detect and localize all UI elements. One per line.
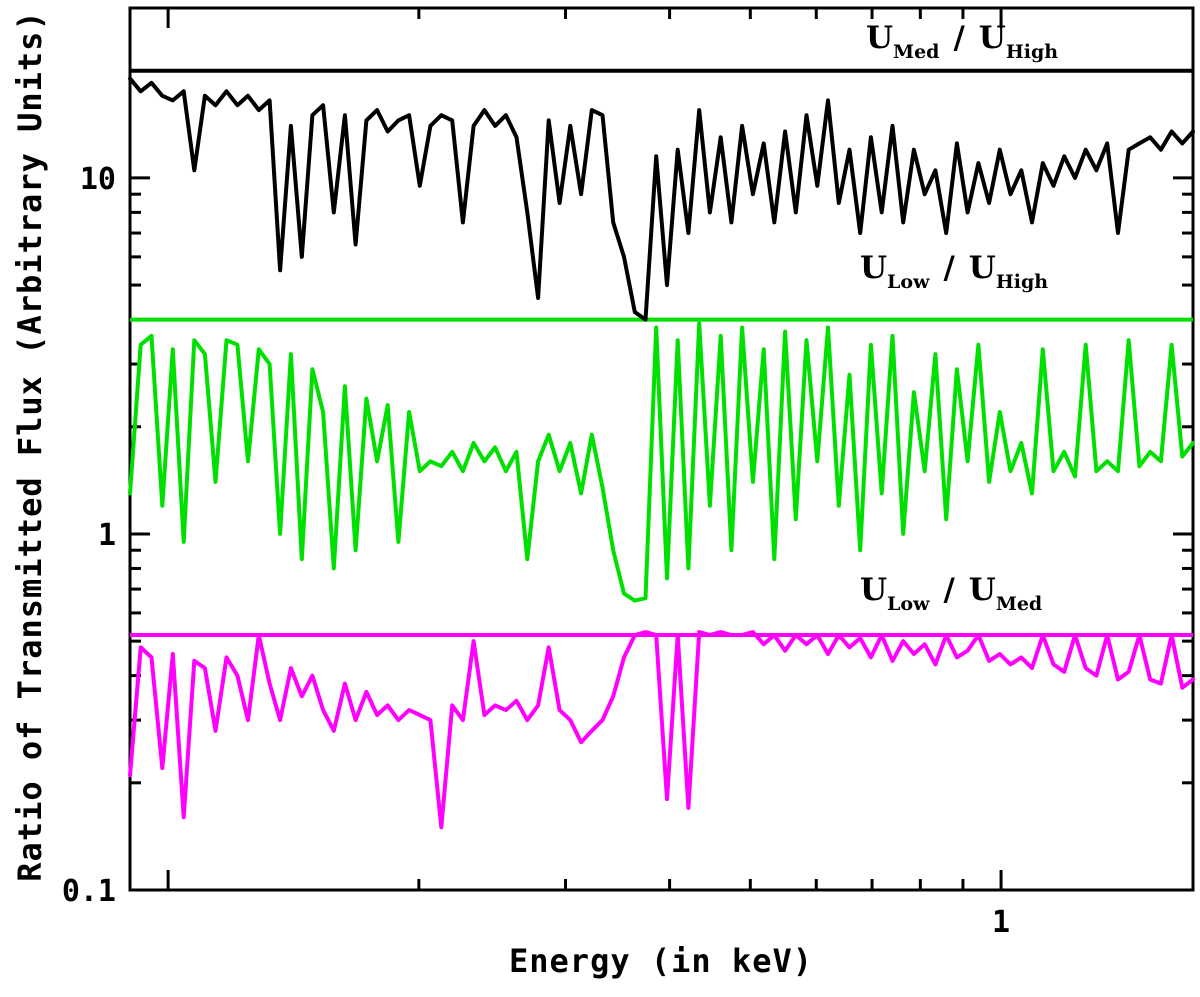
curve-umed-uhigh [128, 76, 1195, 322]
legend-ulow-umed-u2: U [968, 572, 996, 608]
legend-ulow-uhigh-u1: U [860, 250, 888, 286]
y-tick-label: 1 [98, 518, 116, 553]
legend-umed-uhigh-u2: U [978, 20, 1006, 56]
legend-ulow-umed-sub2: Med [995, 593, 1043, 616]
legend-ulow-umed: ULow / UMed [860, 572, 1043, 616]
plot-frame [128, 6, 1195, 892]
x-axis-title: Energy (in keV) [509, 942, 813, 980]
y-tick-label: 0.1 [62, 874, 116, 909]
legend-ulow-uhigh: ULow / UHigh [860, 250, 1049, 294]
curve-ulow-umed [128, 630, 1195, 830]
legend-ulow-umed-sub1: Low [887, 593, 930, 616]
legend-ulow-uhigh-u2: U [968, 250, 996, 286]
legend-ulow-uhigh-sub1: Low [887, 271, 930, 294]
y-axis-title: Ratio of Transmitted Flux (Arbitrary Uni… [11, 10, 49, 882]
legend-umed-uhigh-sub2: High [1005, 41, 1059, 64]
legend-umed-uhigh-u1: U [866, 20, 894, 56]
y-tick-label: 10 [80, 162, 116, 197]
x-tick-label: 1 [992, 905, 1010, 940]
legend-ulow-uhigh-sub2: High [995, 271, 1049, 294]
legend-ulow-uhigh-sep: / [943, 250, 955, 286]
legend-umed-uhigh-sep: / [953, 20, 965, 56]
legend-ulow-umed-u1: U [860, 572, 888, 608]
legend-umed-uhigh-sub1: Med [893, 41, 940, 64]
legend-umed-uhigh: UMed / UHigh [866, 20, 1059, 64]
curve-ulow-uhigh [128, 321, 1195, 603]
legend-ulow-umed-sep: / [943, 572, 955, 608]
